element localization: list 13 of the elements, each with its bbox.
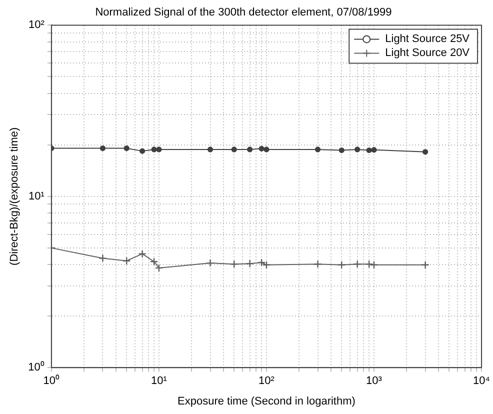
y-axis-title: (Direct-Bkg)/(exposure time) — [8, 127, 21, 266]
x-tick-label: 10³ — [366, 375, 382, 388]
x-tick-label: 10⁰ — [43, 374, 60, 388]
x-tick-label: 10¹ — [151, 375, 168, 388]
x-axis-title: Exposure time (Second in logarithm) — [178, 395, 356, 408]
y-tick-label: 10² — [28, 19, 45, 32]
y-tick-label: 10¹ — [28, 190, 45, 202]
chart-title: Normalized Signal of the 300th detector element, 07/08/1999 — [95, 6, 392, 19]
y-tick-label: 10⁰ — [28, 360, 44, 374]
x-tick-label: 10² — [258, 375, 275, 388]
legend-label: Light Source 20V — [385, 47, 470, 60]
legend-label: Light Source 25V — [385, 33, 470, 46]
x-tick-label: 10⁴ — [473, 375, 490, 388]
